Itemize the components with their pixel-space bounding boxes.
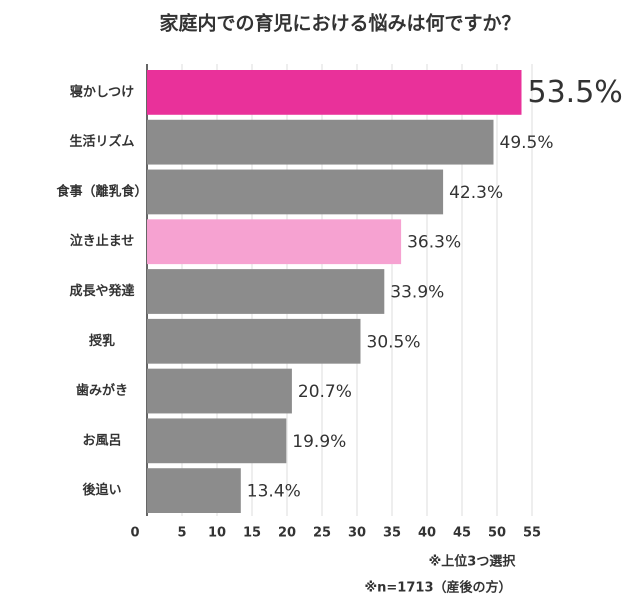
x-tick-label: 25 <box>313 526 331 541</box>
bar <box>147 119 494 165</box>
y-tick-label: 泣き止ませ <box>70 233 135 249</box>
y-tick-label: 授乳 <box>89 333 115 349</box>
x-tick-label: 45 <box>453 526 471 541</box>
value-label: 33.9% <box>390 283 444 303</box>
x-tick-label: 55 <box>523 526 541 541</box>
y-tick-label: 歯みがき <box>76 383 128 399</box>
bar <box>147 169 444 215</box>
x-tick-label: 20 <box>278 526 296 541</box>
bar <box>147 418 287 464</box>
x-tick-label: 0 <box>130 526 139 541</box>
x-tick-label: 35 <box>383 526 401 541</box>
y-tick-label: 食事（離乳食） <box>56 183 147 199</box>
value-label: 19.9% <box>292 432 346 452</box>
value-label: 53.5% <box>528 75 623 110</box>
note: ※n=1713（産後の方） <box>365 580 512 596</box>
x-tick-label: 15 <box>243 526 261 541</box>
bar <box>147 219 402 265</box>
bar <box>147 70 522 115</box>
y-tick-label: 後追い <box>82 482 121 498</box>
bar <box>147 318 361 364</box>
value-label: 20.7% <box>298 382 352 402</box>
x-tick-label: 5 <box>177 526 186 541</box>
x-tick-label: 30 <box>348 526 366 541</box>
bar <box>147 269 385 314</box>
x-tick-label: 10 <box>208 526 226 541</box>
value-label: 36.3% <box>407 233 461 253</box>
value-label: 42.3% <box>449 183 503 203</box>
value-label: 49.5% <box>500 133 554 153</box>
note: ※上位3つ選択 <box>429 554 517 570</box>
bar <box>147 468 241 513</box>
y-tick-label: 生活リズム <box>69 134 134 150</box>
value-label: 30.5% <box>367 332 421 352</box>
value-label: 13.4% <box>247 482 301 502</box>
x-tick-label: 50 <box>488 526 506 541</box>
chart-title: 家庭内での育児における悩みは何ですか？ <box>159 12 520 35</box>
y-tick-label: お風呂 <box>82 433 121 448</box>
y-tick-label: 寝かしつけ <box>70 84 134 100</box>
bar <box>147 368 292 414</box>
y-tick-label: 成長や発達 <box>69 283 134 299</box>
x-tick-label: 40 <box>418 526 436 541</box>
